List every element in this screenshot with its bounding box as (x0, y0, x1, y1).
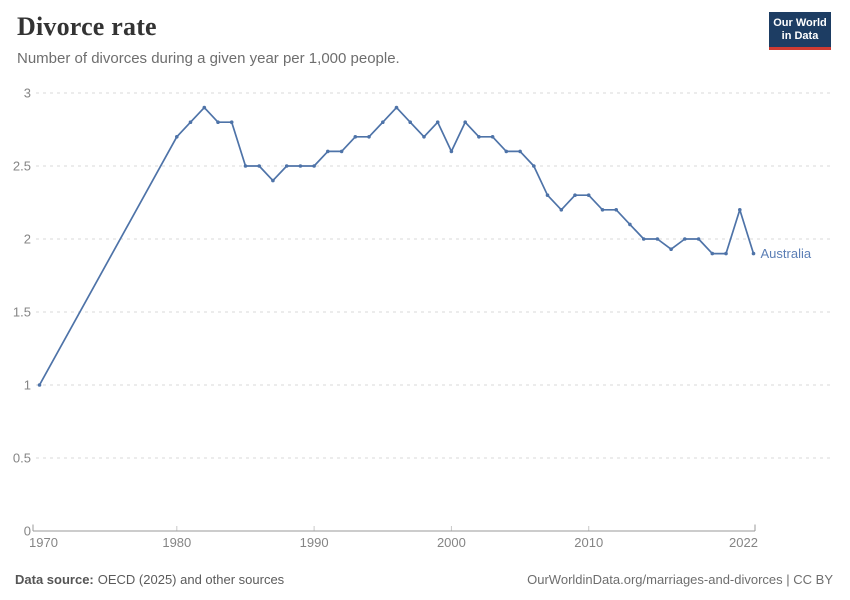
owid-logo-red-bar (769, 47, 831, 50)
data-point-marker (435, 120, 440, 124)
data-point-marker (683, 237, 687, 241)
data-point-marker (628, 222, 632, 227)
data-point-marker (243, 164, 248, 168)
data-point-marker (216, 120, 220, 124)
data-point-marker (353, 135, 358, 139)
x-axis-tick-label: 1980 (162, 535, 191, 550)
data-point-marker (738, 208, 742, 212)
data-point-marker (271, 178, 275, 183)
data-point-marker (600, 208, 605, 212)
owid-logo[interactable]: Our World in Data (769, 12, 831, 50)
y-axis-tick-label: 2 (24, 232, 31, 247)
data-point-marker (669, 247, 673, 251)
data-point-marker (202, 105, 207, 110)
data-point-marker (477, 135, 481, 139)
data-point-marker (394, 105, 399, 110)
data-point-marker (545, 193, 550, 197)
data-point-marker (586, 193, 591, 197)
owid-citation-link[interactable]: OurWorldinData.org/marriages-and-divorce… (527, 572, 833, 587)
chart-subtitle: Number of divorces during a given year p… (17, 50, 400, 67)
series-end-label-australia: Australia (760, 245, 812, 261)
data-point-marker (284, 164, 289, 168)
page-title: Divorce rate (17, 12, 157, 41)
y-axis-tick-label: 2.5 (13, 159, 31, 174)
data-point-marker (463, 120, 468, 124)
series-line-australia (38, 106, 755, 386)
data-point-marker (559, 208, 564, 212)
data-point-marker (696, 237, 701, 241)
data-point-marker (257, 164, 262, 168)
data-point-marker (449, 149, 454, 154)
chart-canvas: 0 0.5 1 1.5 2 2.5 3 1970 1980 1990 2000 2010 2022 (13, 86, 830, 550)
data-point-marker (381, 120, 385, 124)
x-axis-tick-label: 2022 (729, 535, 758, 550)
data-point-marker (175, 135, 179, 139)
data-point-marker (532, 164, 536, 168)
data-point-marker (655, 237, 660, 241)
data-point-marker (188, 120, 193, 124)
x-axis-tick-label: 2000 (437, 535, 466, 550)
data-point-marker (339, 149, 344, 154)
data-point-marker (229, 120, 234, 124)
data-point-marker (504, 149, 509, 154)
data-point-marker (326, 149, 330, 154)
data-point-marker (710, 251, 715, 256)
data-point-marker (37, 383, 42, 387)
y-axis-tick-label: 0 (24, 524, 31, 539)
data-point-marker (724, 251, 728, 256)
data-point-marker (641, 237, 646, 241)
data-point-marker (614, 208, 618, 212)
data-source-label: Data source: (15, 572, 94, 587)
data-source-text: OECD (2025) and other sources (97, 572, 285, 587)
data-point-marker (408, 120, 413, 124)
data-point-marker (751, 251, 756, 256)
data-point-marker (367, 135, 371, 139)
data-source-note: Data source: OECD (2025) and other source… (15, 572, 284, 587)
x-axis-tick-label: 1970 (29, 535, 58, 550)
x-axis-tick-label: 2010 (574, 535, 603, 550)
data-point-marker (312, 164, 316, 168)
x-axis-tick-label: 1990 (300, 535, 329, 550)
owid-logo-text: Our World in Data (769, 12, 831, 47)
data-point-marker (490, 135, 495, 139)
y-axis-tick-label: 1 (24, 378, 31, 393)
data-point-marker (422, 135, 426, 139)
y-axis-tick-label: 1.5 (13, 305, 31, 320)
data-point-marker (518, 149, 522, 154)
y-axis-tick-label: 0.5 (13, 451, 31, 466)
chart-footer: Data source: OECD (2025) and other source… (15, 572, 833, 587)
data-point-marker (573, 193, 577, 197)
data-point-marker (298, 164, 303, 168)
y-axis-tick-label: 3 (24, 86, 31, 101)
